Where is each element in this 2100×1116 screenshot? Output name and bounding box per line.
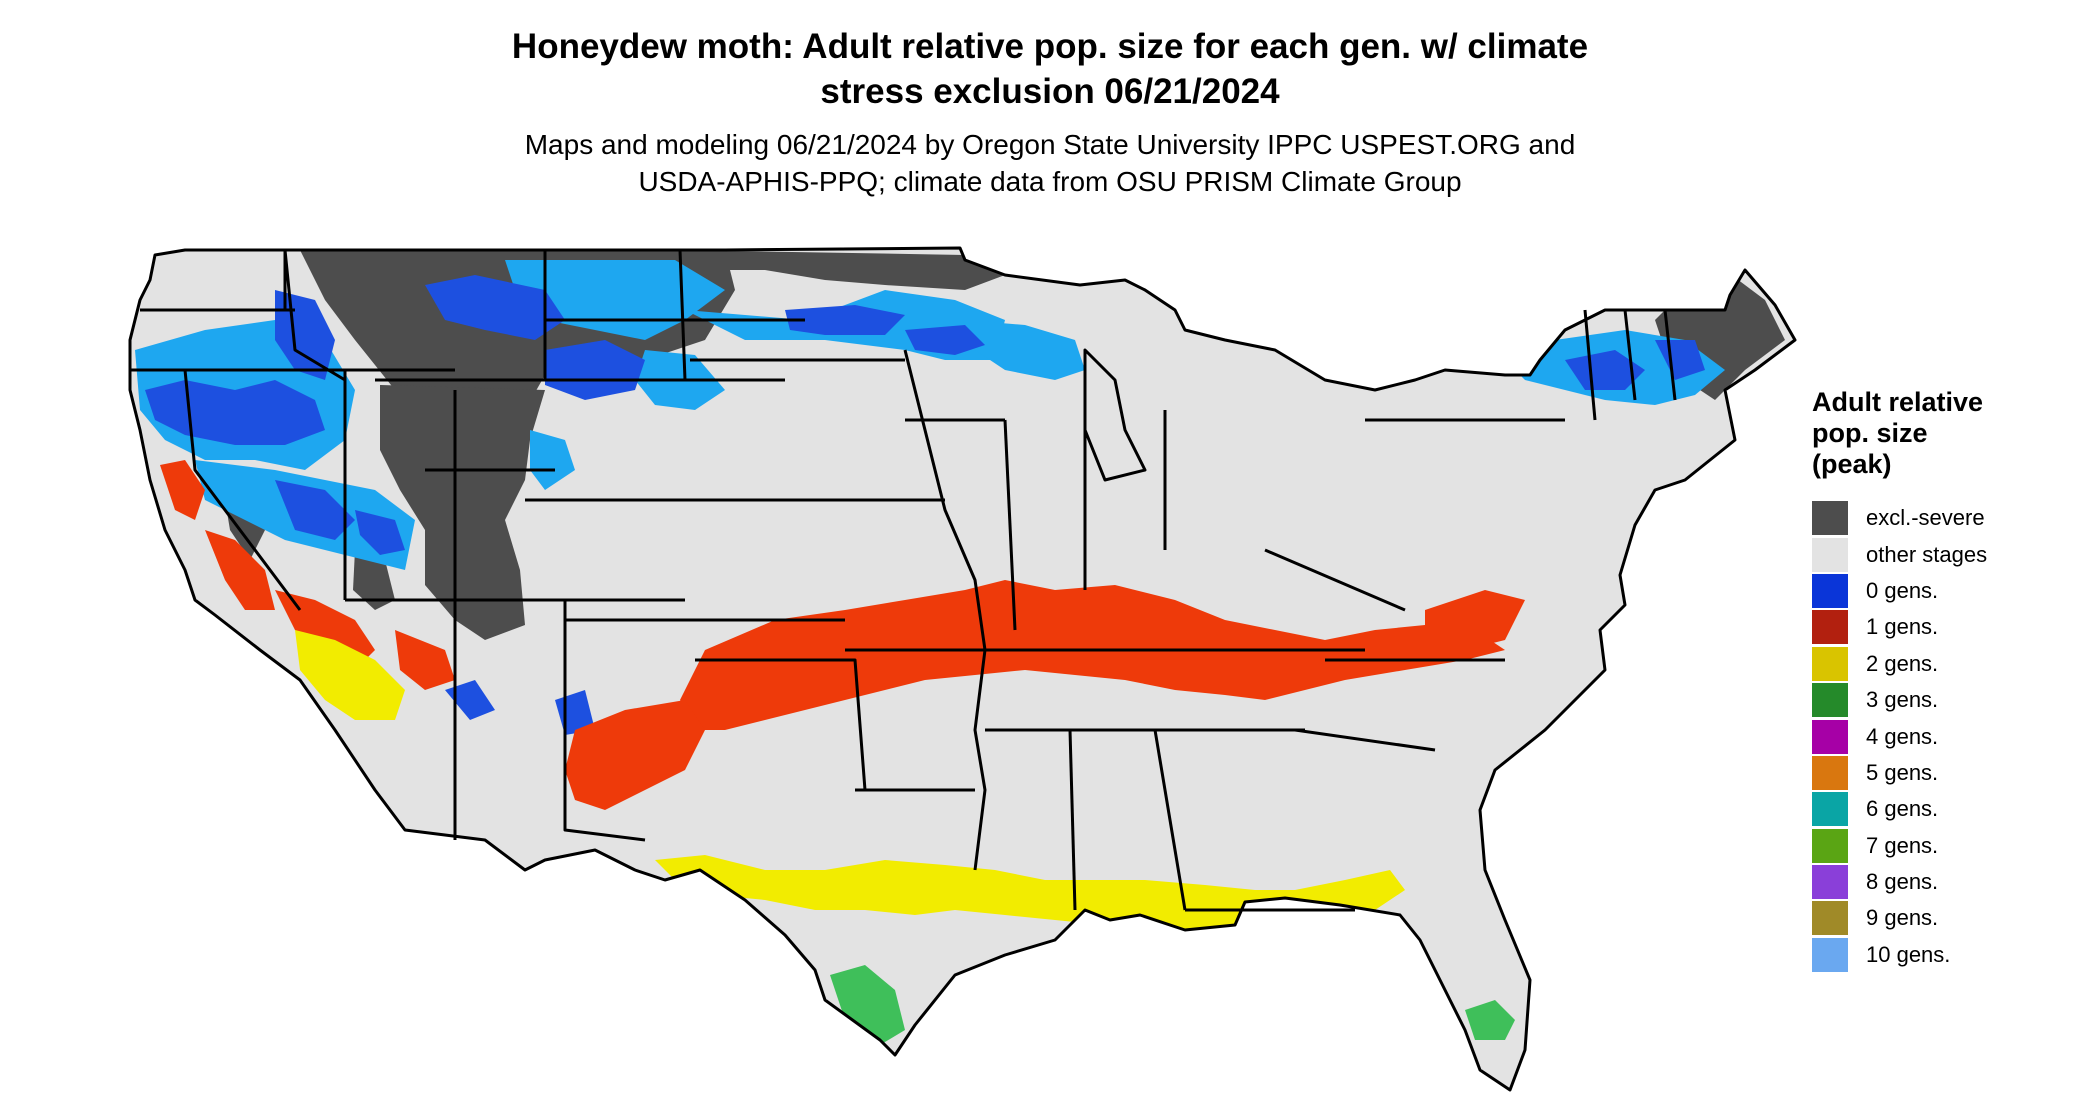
legend-item: 1 gens. xyxy=(1812,609,2092,645)
state-borders xyxy=(128,246,1797,1092)
orange-california-south xyxy=(205,530,275,610)
dark-blue-nevada xyxy=(275,480,355,540)
legend-label: 4 gens. xyxy=(1866,723,1939,749)
legend-item: 9 gens. xyxy=(1812,900,2092,936)
border-il-in xyxy=(1003,419,1017,631)
excluded-minnesota-north xyxy=(680,250,1005,290)
four-gen-regions xyxy=(1461,1086,1469,1090)
legend-swatch xyxy=(1812,828,1848,863)
legend-label: 10 gens. xyxy=(1866,941,1951,967)
border-al-ga xyxy=(1153,729,1187,911)
yellow-gulf-band xyxy=(655,855,1405,940)
border-vt-nh xyxy=(1623,309,1637,401)
legend-item: 8 gens. xyxy=(1812,864,2092,900)
legend-label: other stages xyxy=(1866,541,1988,567)
legend-item: excl.-severe xyxy=(1812,500,2092,536)
border-id-mt xyxy=(283,249,346,382)
border-nm-tx xyxy=(563,600,646,842)
legend-item: 10 gens. xyxy=(1812,937,2092,973)
orange-new-mexico-band xyxy=(565,700,705,810)
light-blue-great-lakes xyxy=(965,320,1085,380)
legend-swatch xyxy=(1812,755,1848,790)
legend-swatch xyxy=(1812,865,1848,900)
legend-item: 2 gens. xyxy=(1812,646,2092,682)
border-mi-outline xyxy=(1083,348,1147,482)
legend-item: 4 gens. xyxy=(1812,718,2092,754)
legend-label: 7 gens. xyxy=(1866,832,1939,858)
legend-swatch xyxy=(1812,610,1848,645)
green-south-florida xyxy=(1465,1000,1515,1040)
dark-blue-utah xyxy=(355,510,405,555)
legend-title-line-1: Adult relative xyxy=(1812,387,1984,417)
legend-label: 3 gens. xyxy=(1866,687,1939,713)
legend-label: 5 gens. xyxy=(1866,759,1939,785)
map-title: Honeydew moth: Adult relative pop. size … xyxy=(300,24,1800,114)
legend-label: 8 gens. xyxy=(1866,869,1939,895)
dark-blue-arizona-patch xyxy=(445,680,495,720)
border-wv-va xyxy=(1264,548,1406,612)
border-nd-mn xyxy=(678,249,687,381)
legend-swatch xyxy=(1812,537,1848,572)
legend-swatch xyxy=(1812,792,1848,827)
legend-item: 3 gens. xyxy=(1812,682,2092,718)
map-subtitle: Maps and modeling 06/21/2024 by Oregon S… xyxy=(300,126,1800,200)
legend-swatch xyxy=(1812,573,1848,608)
legend-label: excl.-severe xyxy=(1866,505,1985,531)
legend-swatch xyxy=(1812,501,1848,536)
light-blue-colorado-fringe xyxy=(530,430,575,490)
border-ny-vt xyxy=(1583,309,1597,421)
us-population-map xyxy=(128,246,1797,1092)
legend-swatch xyxy=(1812,937,1848,972)
three-gen-regions xyxy=(830,965,1515,1045)
legend-item: 6 gens. xyxy=(1812,791,2092,827)
dark-blue-minnesota xyxy=(785,305,905,335)
map-subtitle-line-1: Maps and modeling 06/21/2024 by Oregon S… xyxy=(524,129,1576,160)
legend-title: Adult relative pop. size (peak) xyxy=(1812,387,2092,480)
legend-label: 2 gens. xyxy=(1866,650,1939,676)
legend-items: excl.-severe other stages 0 gens. 1 gens. 2 … xyxy=(1812,500,2092,973)
legend-label: 1 gens. xyxy=(1866,614,1939,640)
border-nc-sc xyxy=(1294,728,1436,752)
legend-item: 0 gens. xyxy=(1812,573,2092,609)
yellow-arizona xyxy=(295,630,405,720)
dark-blue-montana xyxy=(425,275,565,340)
map-title-line-1: Honeydew moth: Adult relative pop. size … xyxy=(511,27,1589,66)
border-ok-tx xyxy=(695,658,867,791)
map-subtitle-line-2: USDA-APHIS-PPQ; climate data from OSU PR… xyxy=(638,166,1462,197)
dark-blue-wisconsin xyxy=(905,325,985,355)
dark-blue-vermont xyxy=(1655,340,1705,380)
magenta-keys xyxy=(1461,1086,1469,1090)
legend-item: other stages xyxy=(1812,536,2092,572)
yellow-south-texas xyxy=(705,920,765,970)
legend-swatch xyxy=(1812,901,1848,936)
orange-central-belt xyxy=(680,580,1505,730)
border-nh-me xyxy=(1663,309,1677,401)
legend-label: 9 gens. xyxy=(1866,905,1939,931)
orange-california-central xyxy=(160,460,205,520)
legend-title-line-2: pop. size xyxy=(1812,418,1928,448)
border-ca-nv xyxy=(183,369,302,611)
orange-arizona-east xyxy=(395,630,455,690)
map-legend: Adult relative pop. size (peak) excl.-se… xyxy=(1812,387,2092,973)
legend-swatch xyxy=(1812,683,1848,718)
border-ms-al xyxy=(1068,729,1077,911)
excluded-nevada-patch xyxy=(353,550,395,610)
dark-blue-newyork xyxy=(1565,350,1645,390)
legend-item: 7 gens. xyxy=(1812,828,2092,864)
legend-swatch xyxy=(1812,646,1848,681)
dark-blue-wyoming xyxy=(545,340,645,400)
legend-label: 6 gens. xyxy=(1866,796,1939,822)
map-title-line-2: stress exclusion 06/21/2024 xyxy=(820,72,1280,111)
excluded-wyoming-colorado xyxy=(380,385,545,640)
border-mississippi-river xyxy=(903,349,987,871)
legend-item: 5 gens. xyxy=(1812,755,2092,791)
legend-title-line-3: (peak) xyxy=(1812,449,1892,479)
orange-virginia-nc xyxy=(1425,590,1525,650)
legend-swatch xyxy=(1812,719,1848,754)
legend-label: 0 gens. xyxy=(1866,577,1939,603)
green-south-texas xyxy=(830,965,905,1045)
